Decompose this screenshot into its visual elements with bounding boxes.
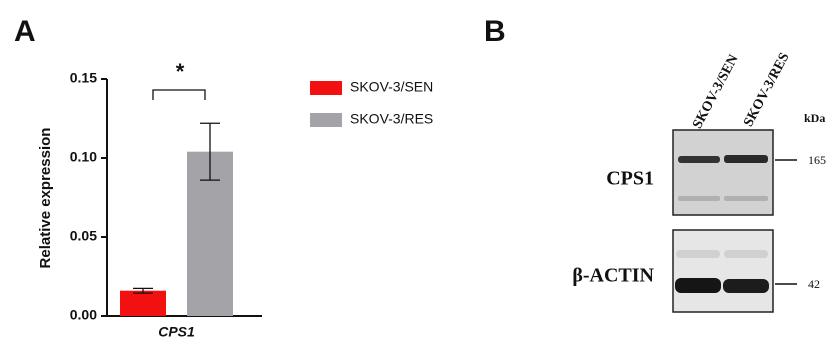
y-tick-label: 0.05 (70, 228, 97, 244)
row-label: CPS1 (606, 168, 654, 190)
panel-label: A (14, 15, 36, 48)
band (724, 196, 768, 201)
legend-swatch (310, 113, 342, 127)
y-tick-label: 0.10 (70, 149, 97, 165)
legend-swatch (310, 81, 342, 95)
figure: A B Relative expression * SKOV-3/SEN SKO… (0, 0, 837, 342)
page: A B Relative expression * SKOV-3/SEN SKO… (0, 0, 837, 342)
band (675, 278, 721, 293)
band (678, 156, 720, 163)
band (723, 279, 769, 293)
y-tick-label: 0.15 (70, 70, 97, 86)
row-label: β-ACTIN (572, 265, 654, 287)
significance-bracket (153, 90, 205, 100)
unit-label: kDa (804, 111, 825, 125)
lane-label: SKOV-3/RES (741, 50, 793, 129)
blot-panel (673, 230, 773, 312)
band (676, 250, 720, 258)
legend-label: SKOV-3/SEN (350, 79, 433, 95)
panel-label: B (484, 15, 506, 48)
blot (673, 130, 797, 312)
lane-label: SKOV-3/SEN (690, 52, 741, 131)
significance: * (176, 59, 185, 84)
bar (120, 291, 166, 316)
x-tick-label: CPS1 (158, 324, 195, 340)
y-axis-label: Relative expression (37, 128, 54, 269)
blot-panel (673, 130, 773, 215)
band (724, 155, 768, 163)
band (724, 250, 768, 258)
band (678, 196, 720, 201)
marker-label: 42 (808, 277, 820, 291)
legend-label: SKOV-3/RES (350, 111, 433, 127)
y-tick-label: 0.00 (70, 307, 97, 323)
marker-label: 165 (808, 153, 826, 167)
